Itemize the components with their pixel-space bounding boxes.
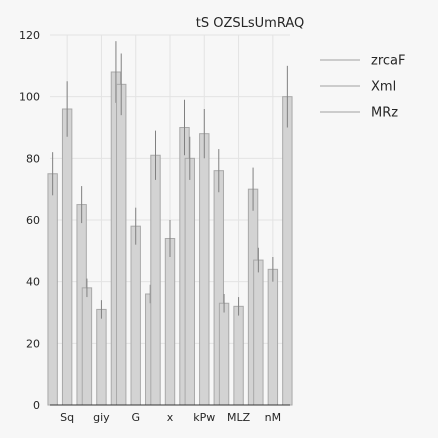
y-tick-label-2: 40 (26, 276, 40, 289)
bar-Xml-Sq (61, 108, 73, 406)
y-tick-label-6: 120 (19, 29, 40, 42)
bar-zrcaF-x (150, 154, 161, 406)
y-tick-label-5: 100 (19, 91, 40, 104)
y-tick-label-3: 60 (26, 214, 40, 227)
bar-zrcaF-giy (81, 287, 93, 406)
bar-MRz-nM (282, 96, 293, 406)
bar-Xml-giy (96, 308, 107, 406)
y-tick-label-0: 0 (33, 399, 40, 412)
x-tick-label-2: G (131, 411, 140, 424)
legend-label-zrcaF: zrcaF (371, 54, 405, 69)
x-tick-label-4: kPw (193, 411, 215, 424)
x-tick-label-6: nM (265, 411, 281, 424)
bar-Xml-MLZ (233, 305, 244, 406)
x-tick-label-1: giy (93, 411, 110, 424)
x-tick-label-3: x (167, 411, 174, 424)
bar-zrcaF-nM (253, 259, 264, 406)
bar-zrcaF-Sq (47, 173, 58, 406)
legend-label-MRz: MRz (371, 106, 398, 121)
y-tick-label-4: 80 (26, 152, 40, 165)
bar-zrcaF-MLZ (218, 302, 230, 406)
bar-zrcaF-G (116, 83, 127, 406)
bar-Xml-nM (267, 268, 279, 406)
chart-title: tS OZSLsUmRAQ (196, 16, 304, 31)
x-tick-label-5: MLZ (227, 411, 251, 424)
x-tick-label-0: Sq (60, 411, 74, 424)
bar-Xml-kPw (199, 133, 210, 406)
legend: zrcaF Xml MRz (320, 54, 405, 121)
legend-label-Xml: Xml (371, 80, 396, 95)
bar-zrcaF-kPw (184, 157, 195, 406)
bars (47, 41, 293, 406)
bar-Xml-x (164, 238, 176, 406)
y-tick-label-1: 20 (26, 337, 40, 350)
bar-Xml-G (130, 225, 141, 406)
